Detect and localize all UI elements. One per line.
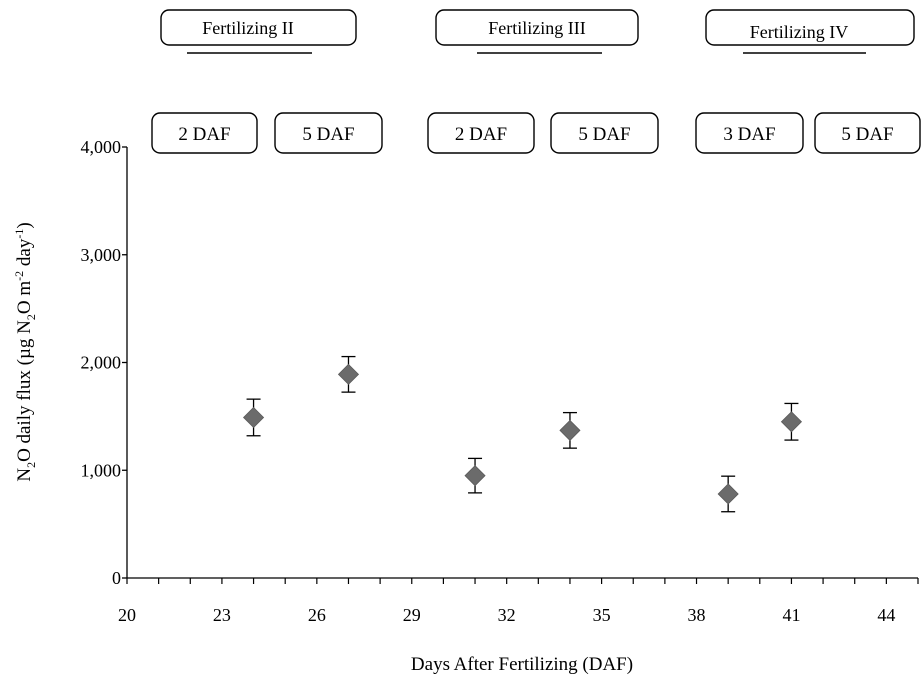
daf-box xyxy=(151,112,258,154)
x-tick-label: 38 xyxy=(688,605,706,625)
y-axis-title-part: N xyxy=(14,468,35,482)
phase-box xyxy=(435,9,639,46)
y-axis-title-part: O daily flux (µg N xyxy=(14,320,35,462)
phase-label: Fertilizing II xyxy=(202,18,293,38)
y-axis-title-part: -1 xyxy=(12,229,26,239)
x-tick-label: 41 xyxy=(782,605,800,625)
y-tick-label: 0 xyxy=(112,568,121,588)
x-tick-label: 44 xyxy=(877,605,895,625)
y-axis-title-part: day xyxy=(14,238,35,271)
y-tick-label: 3,000 xyxy=(81,245,122,265)
x-tick-label: 32 xyxy=(498,605,516,625)
y-axis-title-part: -2 xyxy=(12,271,26,281)
daf-label: 5 DAF xyxy=(841,124,893,145)
y-axis-title-part: 2 xyxy=(24,314,38,320)
phase-box xyxy=(705,9,915,46)
y-tick-label: 1,000 xyxy=(81,460,122,480)
y-axis-title-part: O m xyxy=(14,281,35,314)
y-tick-label: 2,000 xyxy=(81,353,122,373)
x-tick-label: 26 xyxy=(308,605,326,625)
phase-label: Fertilizing IV xyxy=(750,22,848,42)
x-tick-label: 35 xyxy=(593,605,611,625)
daf-box xyxy=(427,112,535,154)
data-point xyxy=(780,411,803,433)
x-tick-label: 20 xyxy=(118,605,136,625)
data-point xyxy=(242,406,265,429)
daf-box xyxy=(274,112,383,154)
y-axis-title-part: 2 xyxy=(24,462,38,468)
data-point xyxy=(337,363,360,385)
y-tick-label: 4,000 xyxy=(81,137,122,157)
phase-label: Fertilizing III xyxy=(488,18,585,38)
daf-box xyxy=(695,112,804,154)
daf-box xyxy=(550,112,659,154)
data-point xyxy=(464,465,486,487)
daf-label: 5 DAF xyxy=(302,124,354,145)
daf-label: 3 DAF xyxy=(723,124,775,145)
y-axis-title-part: ) xyxy=(14,222,35,228)
data-point xyxy=(717,483,739,505)
y-axis-title: N2O daily flux (µg N2O m-2 day-1) xyxy=(12,222,38,481)
x-tick-label: 29 xyxy=(403,605,421,625)
daf-box xyxy=(814,112,921,154)
phase-box xyxy=(160,9,357,46)
x-axis-title: Days After Fertilizing (DAF) xyxy=(411,654,633,675)
x-tick-label: 23 xyxy=(213,605,231,625)
daf-label: 2 DAF xyxy=(178,124,230,145)
daf-label: 5 DAF xyxy=(578,124,630,145)
data-point xyxy=(559,419,581,441)
daf-label: 2 DAF xyxy=(455,124,507,145)
